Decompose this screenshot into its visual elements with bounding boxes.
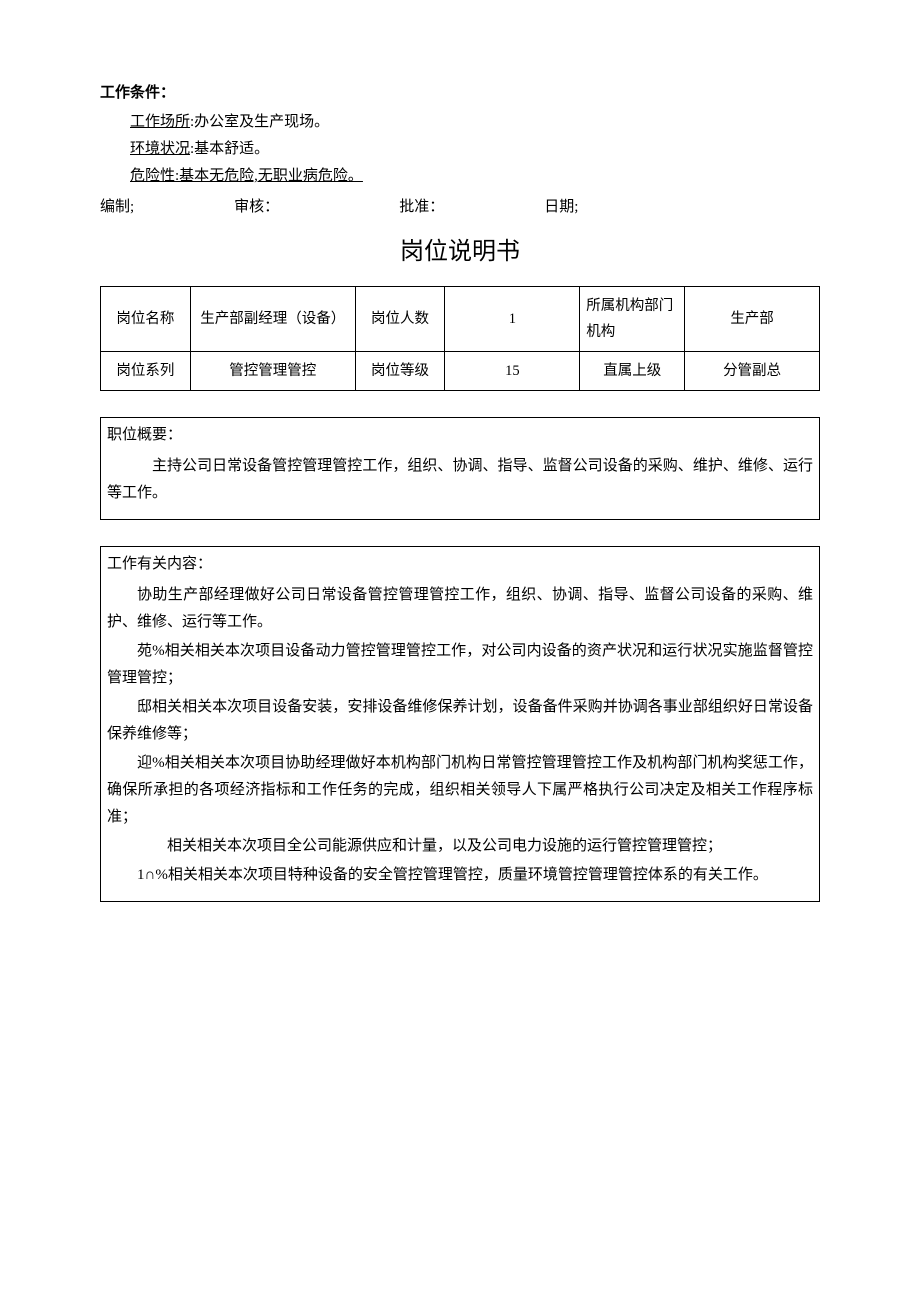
conditions-heading: 工作条件： — [100, 80, 820, 107]
environment-label: 环境状况 — [130, 141, 190, 157]
cell-position-name-label: 岗位名称 — [101, 287, 191, 352]
review-label: 审核： — [234, 194, 279, 221]
risk-label: 危险性 — [130, 168, 175, 184]
risk-line: 危险性:基本无危险,无职业病危险。 — [100, 163, 820, 190]
workplace-line: 工作场所:办公室及生产现场。 — [100, 109, 820, 136]
cell-supervisor-value: 分管副总 — [685, 352, 820, 391]
date-label: 日期; — [544, 194, 578, 221]
cell-series-label: 岗位系列 — [101, 352, 191, 391]
work-content-p3: 邸相关相关本次项目设备安装，安排设备维修保养计划，设备备件采购并协调各事业部组织… — [107, 694, 813, 748]
info-table: 岗位名称 生产部副经理（设备） 岗位人数 1 所属机构部门机构 生产部 岗位系列… — [100, 286, 820, 391]
table-row: 岗位名称 生产部副经理（设备） 岗位人数 1 所属机构部门机构 生产部 — [101, 287, 820, 352]
work-content-p5: 相关相关本次项目全公司能源供应和计量，以及公司电力设施的运行管控管理管控； — [107, 833, 813, 860]
work-content-p1: 协助生产部经理做好公司日常设备管控管理管控工作，组织、协调、指导、监督公司设备的… — [107, 582, 813, 636]
work-content-box: 工作有关内容： 协助生产部经理做好公司日常设备管控管理管控工作，组织、协调、指导… — [100, 546, 820, 902]
summary-text: 主持公司日常设备管控管理管控工作，组织、协调、指导、监督公司设备的采购、维护、维… — [107, 453, 813, 507]
cell-grade-value: 15 — [445, 352, 580, 391]
work-content-p6: 1∩%相关相关本次项目特种设备的安全管控管理管控，质量环境管控管理管控体系的有关… — [107, 862, 813, 889]
work-content-p4: 迎%相关相关本次项目协助经理做好本机构部门机构日常管控管理管控工作及机构部门机构… — [107, 750, 813, 831]
summary-heading: 职位概要： — [107, 422, 813, 449]
work-content-heading: 工作有关内容： — [107, 551, 813, 578]
workplace-value: :办公室及生产现场。 — [190, 114, 329, 130]
work-conditions-section: 工作条件： 工作场所:办公室及生产现场。 环境状况:基本舒适。 危险性:基本无危… — [100, 80, 820, 190]
work-content-p2: 苑%相关相关本次项目设备动力管控管理管控工作，对公司内设备的资产状况和运行状况实… — [107, 638, 813, 692]
cell-grade-label: 岗位等级 — [355, 352, 445, 391]
cell-headcount-value: 1 — [445, 287, 580, 352]
summary-box: 职位概要： 主持公司日常设备管控管理管控工作，组织、协调、指导、监督公司设备的采… — [100, 417, 820, 520]
cell-position-name-value: 生产部副经理（设备） — [190, 287, 355, 352]
cell-department-label: 所属机构部门机构 — [580, 287, 685, 352]
workplace-label: 工作场所 — [130, 114, 190, 130]
table-row: 岗位系列 管控管理管控 岗位等级 15 直属上级 分管副总 — [101, 352, 820, 391]
cell-supervisor-label: 直属上级 — [580, 352, 685, 391]
environment-value: :基本舒适。 — [190, 141, 269, 157]
risk-value: :基本无危险,无职业病危险。 — [175, 168, 363, 184]
document-title: 岗位说明书 — [100, 231, 820, 274]
environment-line: 环境状况:基本舒适。 — [100, 136, 820, 163]
cell-series-value: 管控管理管控 — [190, 352, 355, 391]
signature-row: 编制; 审核： 批准： 日期; — [100, 194, 820, 221]
approve-label: 批准： — [399, 194, 444, 221]
compile-label: 编制; — [100, 194, 134, 221]
cell-headcount-label: 岗位人数 — [355, 287, 445, 352]
cell-department-value: 生产部 — [685, 287, 820, 352]
